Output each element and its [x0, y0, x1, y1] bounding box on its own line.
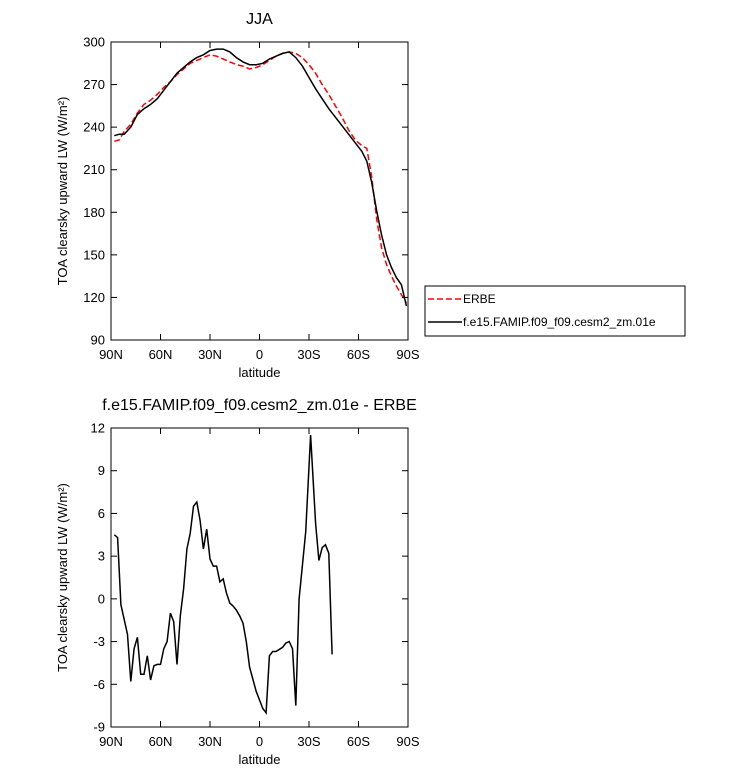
series-line-1 [114, 51, 408, 304]
legend-box [424, 285, 686, 337]
legend-entry: ERBE [463, 292, 496, 306]
x-tick-label: 90S [396, 347, 419, 362]
y-tick-label: 3 [98, 549, 105, 564]
y-axis-label: TOA clearsky upward LW (W/m²) [55, 97, 70, 286]
x-tick-label: 30N [198, 734, 222, 749]
y-tick-label: 210 [83, 162, 105, 177]
x-tick-label: 0 [256, 734, 263, 749]
x-axis-label: latitude [239, 365, 281, 380]
x-axis-label: latitude [239, 752, 281, 767]
plot-frame [110, 427, 409, 728]
legend: ERBE f.e15.FAMIP.f09_f09.cesm2_zm.01e [424, 285, 686, 337]
legend-entry: f.e15.FAMIP.f09_f09.cesm2_zm.01e [463, 315, 656, 329]
y-tick-label: 270 [83, 77, 105, 92]
x-tick-label: 30S [297, 347, 320, 362]
x-tick-label: 30N [198, 347, 222, 362]
x-tick-label: 90N [99, 347, 123, 362]
y-tick-label: -3 [93, 634, 105, 649]
y-tick-label: 9 [98, 463, 105, 478]
y-tick-label: 0 [98, 591, 105, 606]
y-tick-label: -6 [93, 677, 105, 692]
y-tick-label: 6 [98, 506, 105, 521]
x-tick-label: 60S [347, 734, 370, 749]
series-line-1 [113, 435, 333, 715]
y-axis-label: TOA clearsky upward LW (W/m²) [55, 483, 70, 672]
x-tick-label: 90N [99, 734, 123, 749]
chart-1: JJA 90N 60N 30N 0 30S 60S 90S 90 120 150 180 210 240 2… [55, 11, 686, 380]
y-tick-label: 180 [83, 205, 105, 220]
chart-title: JJA [246, 11, 273, 28]
y-tick-label: 120 [83, 290, 105, 305]
y-tick-label: 240 [83, 120, 105, 135]
x-tick-label: 60N [149, 734, 173, 749]
y-tick-label: 90 [91, 333, 105, 348]
x-tick-label: 60S [347, 347, 370, 362]
y-tick-label: 12 [91, 421, 105, 436]
x-tick-label: 30S [297, 734, 320, 749]
y-tick-label: 300 [83, 35, 105, 50]
chart-title: f.e15.FAMIP.f09_f09.cesm2_zm.01e - ERBE [102, 397, 417, 414]
y-tick-label: 150 [83, 247, 105, 262]
x-tick-label: 90S [396, 734, 419, 749]
chart-2: f.e15.FAMIP.f09_f09.cesm2_zm.01e - ERBE 9… [55, 397, 420, 767]
y-tick-label: -9 [93, 720, 105, 735]
x-tick-label: 60N [149, 347, 173, 362]
series-line-2 [114, 48, 408, 307]
plot-frame [110, 41, 409, 341]
x-tick-label: 0 [256, 347, 263, 362]
